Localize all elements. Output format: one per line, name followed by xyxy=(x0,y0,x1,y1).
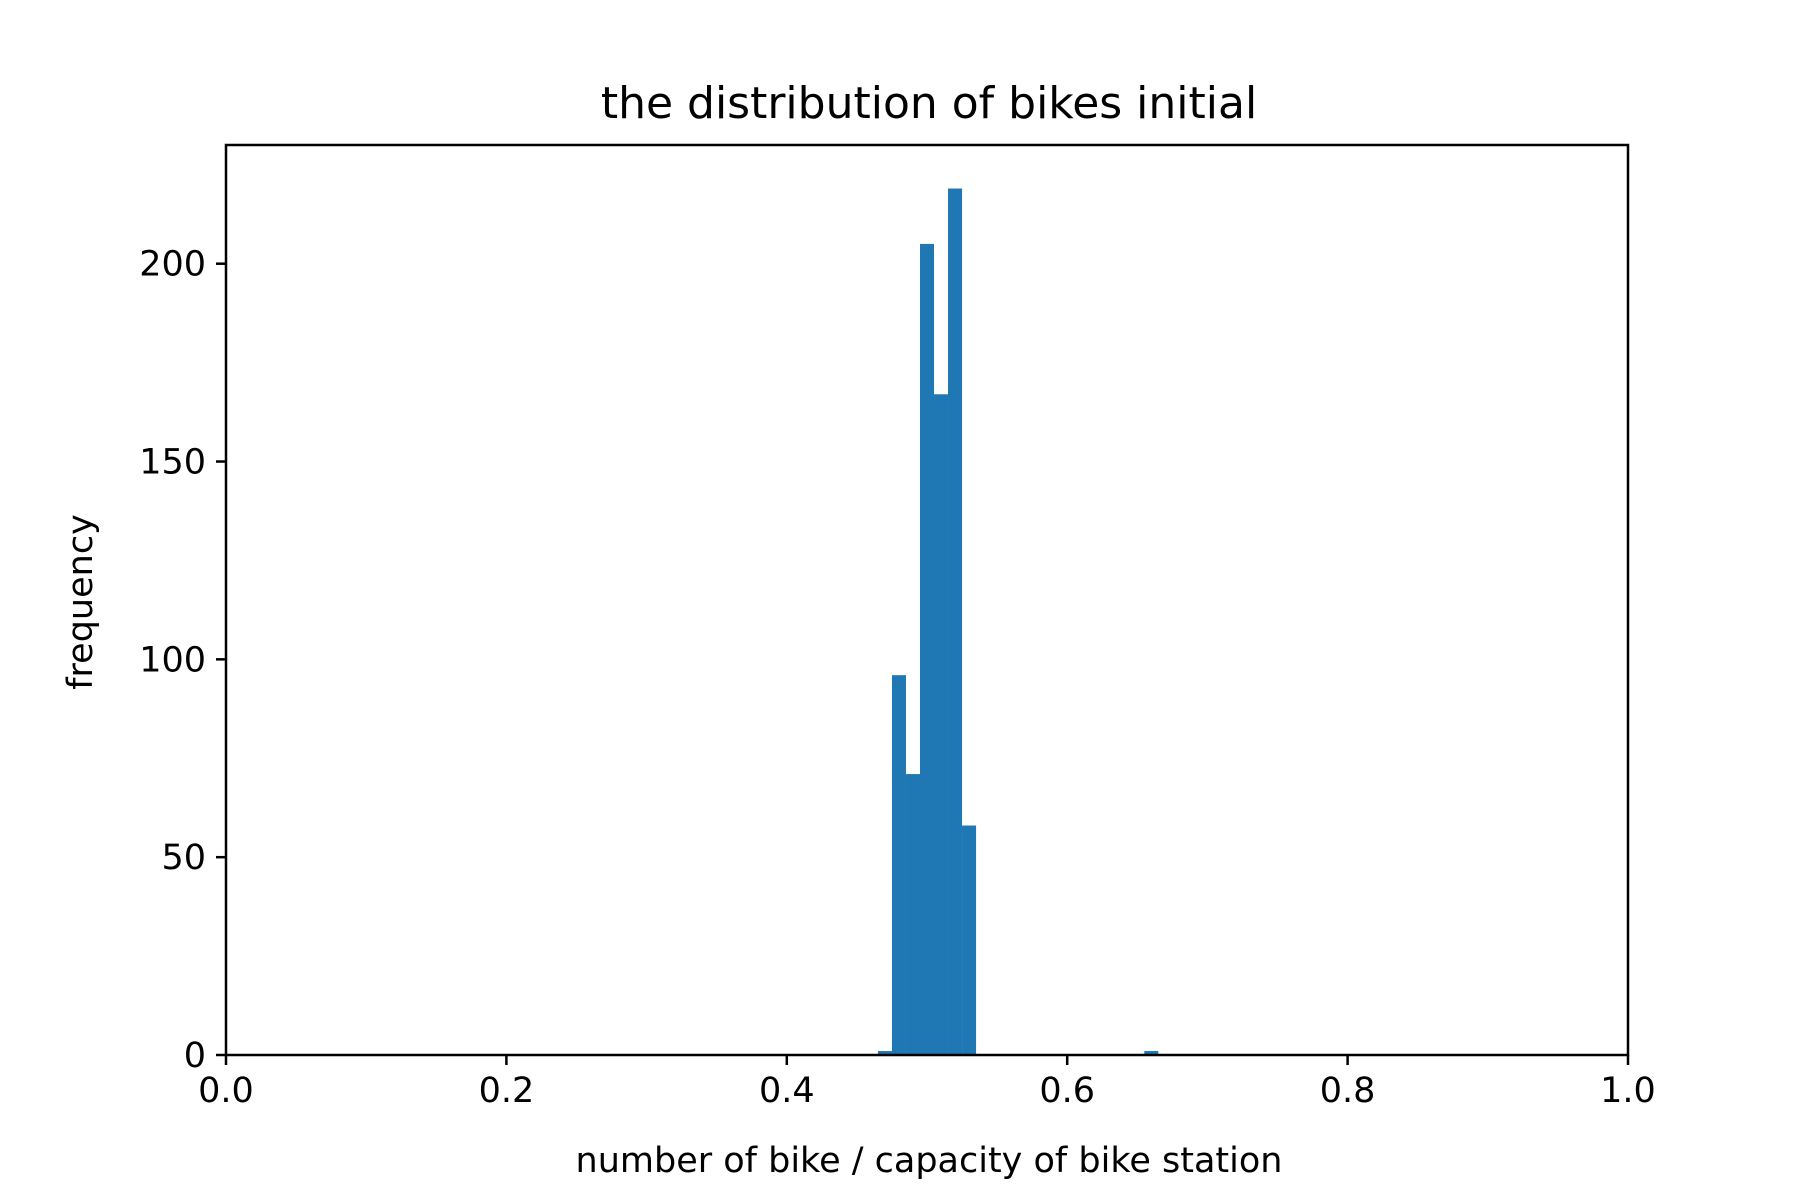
x-tick-label: 0.6 xyxy=(1039,1071,1095,1111)
x-tick-label: 1.0 xyxy=(1600,1071,1656,1111)
x-axis-label: number of bike / capacity of bike statio… xyxy=(576,1141,1283,1181)
histogram-bar-4 xyxy=(934,394,949,1055)
x-axis-ticks: 0.0 0.2 0.4 0.6 0.8 1.0 xyxy=(198,1055,1656,1111)
bars-group xyxy=(877,188,1159,1056)
histogram-bar-7 xyxy=(1144,1051,1159,1055)
y-tick-label: 0 xyxy=(184,1036,206,1076)
chart-title: the distribution of bikes initial xyxy=(601,78,1257,129)
y-tick-label: 200 xyxy=(139,245,206,285)
y-axis-ticks: 0 50 100 150 200 xyxy=(139,245,226,1076)
histogram-bar-0 xyxy=(877,1051,892,1055)
y-axis-label: frequency xyxy=(61,514,101,690)
histogram-bar-5 xyxy=(948,188,963,1056)
histogram-bar-3 xyxy=(919,243,935,1056)
x-tick-label: 0.4 xyxy=(759,1071,815,1111)
x-tick-label: 0.0 xyxy=(198,1071,254,1111)
histogram-bar-2 xyxy=(905,774,920,1055)
histogram-bar-6 xyxy=(962,825,977,1055)
y-tick-label: 100 xyxy=(139,640,206,680)
y-tick-label: 50 xyxy=(161,838,206,878)
x-tick-label: 0.2 xyxy=(479,1071,535,1111)
x-tick-label: 0.8 xyxy=(1320,1071,1376,1111)
histogram-bar-1 xyxy=(891,675,906,1055)
plot-frame xyxy=(224,143,1630,1057)
y-tick-label: 150 xyxy=(139,443,206,483)
